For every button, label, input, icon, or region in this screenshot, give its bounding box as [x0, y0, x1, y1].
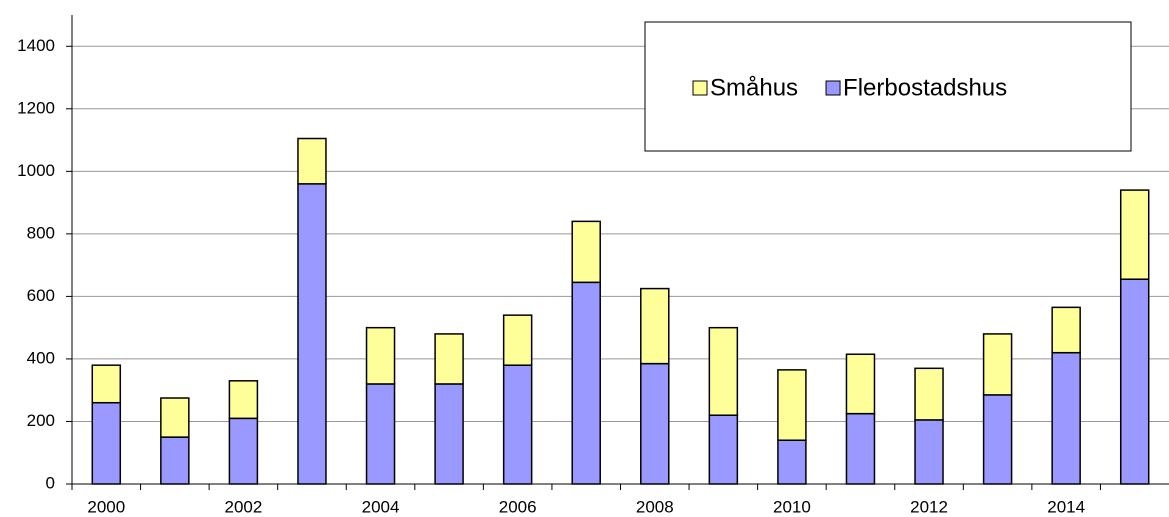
bar-segment [640, 362, 670, 485]
bar-segment [777, 369, 807, 441]
legend-label: Småhus [710, 74, 798, 101]
bar-segment [502, 314, 533, 366]
bar-segment [228, 417, 259, 485]
bar-segment [1119, 278, 1150, 485]
y-tick-label: 200 [27, 411, 55, 430]
bar-segment [571, 281, 601, 485]
y-tick-label: 600 [27, 286, 55, 305]
y-tick-label: 400 [27, 348, 55, 367]
bar-segment [297, 137, 327, 185]
bar-segment [1119, 189, 1150, 280]
legend-swatch [825, 80, 841, 96]
bar-segment [1051, 306, 1081, 354]
y-tick-label: 0 [46, 473, 55, 492]
bar-segment [982, 394, 1013, 485]
bar-segment [571, 220, 601, 284]
bar-segment [228, 380, 259, 420]
bar-segment [365, 383, 396, 485]
bar-segment [845, 412, 876, 485]
bar-segment [297, 183, 327, 485]
bar-segment [914, 419, 944, 485]
bar-segment [708, 414, 739, 485]
bar-segment [91, 364, 122, 404]
bar-segment [982, 333, 1013, 396]
bar-segment [365, 326, 396, 385]
legend: Småhus Flerbostadshus [644, 21, 1132, 152]
x-tick-label: 2002 [224, 497, 262, 516]
bar-segment [1051, 351, 1081, 485]
bar-segment [777, 439, 807, 485]
x-tick-label: 2012 [910, 497, 948, 516]
x-tick-label: 2010 [773, 497, 811, 516]
y-tick-label: 1000 [17, 161, 55, 180]
y-tick-label: 1200 [17, 98, 55, 117]
bar-segment [640, 287, 670, 365]
bar-segment [914, 367, 944, 421]
x-tick-label: 2000 [87, 497, 125, 516]
x-tick-label: 2006 [499, 497, 537, 516]
legend-swatch [692, 80, 708, 96]
bar-segment [845, 353, 876, 415]
x-tick-label: 2014 [1047, 497, 1085, 516]
bar-segment [160, 397, 190, 438]
x-tick-label: 2004 [362, 497, 400, 516]
x-tick-label: 2008 [636, 497, 674, 516]
bar-segment [160, 436, 190, 485]
bar-segment [502, 364, 533, 485]
legend-label: Flerbostadshus [843, 74, 1007, 101]
y-tick-label: 800 [27, 223, 55, 242]
bar-segment [708, 326, 739, 416]
bar-segment [91, 401, 122, 485]
y-tick-label: 1400 [17, 36, 55, 55]
bar-segment [434, 333, 464, 385]
bar-segment [434, 383, 464, 485]
legend-box [644, 21, 1132, 152]
